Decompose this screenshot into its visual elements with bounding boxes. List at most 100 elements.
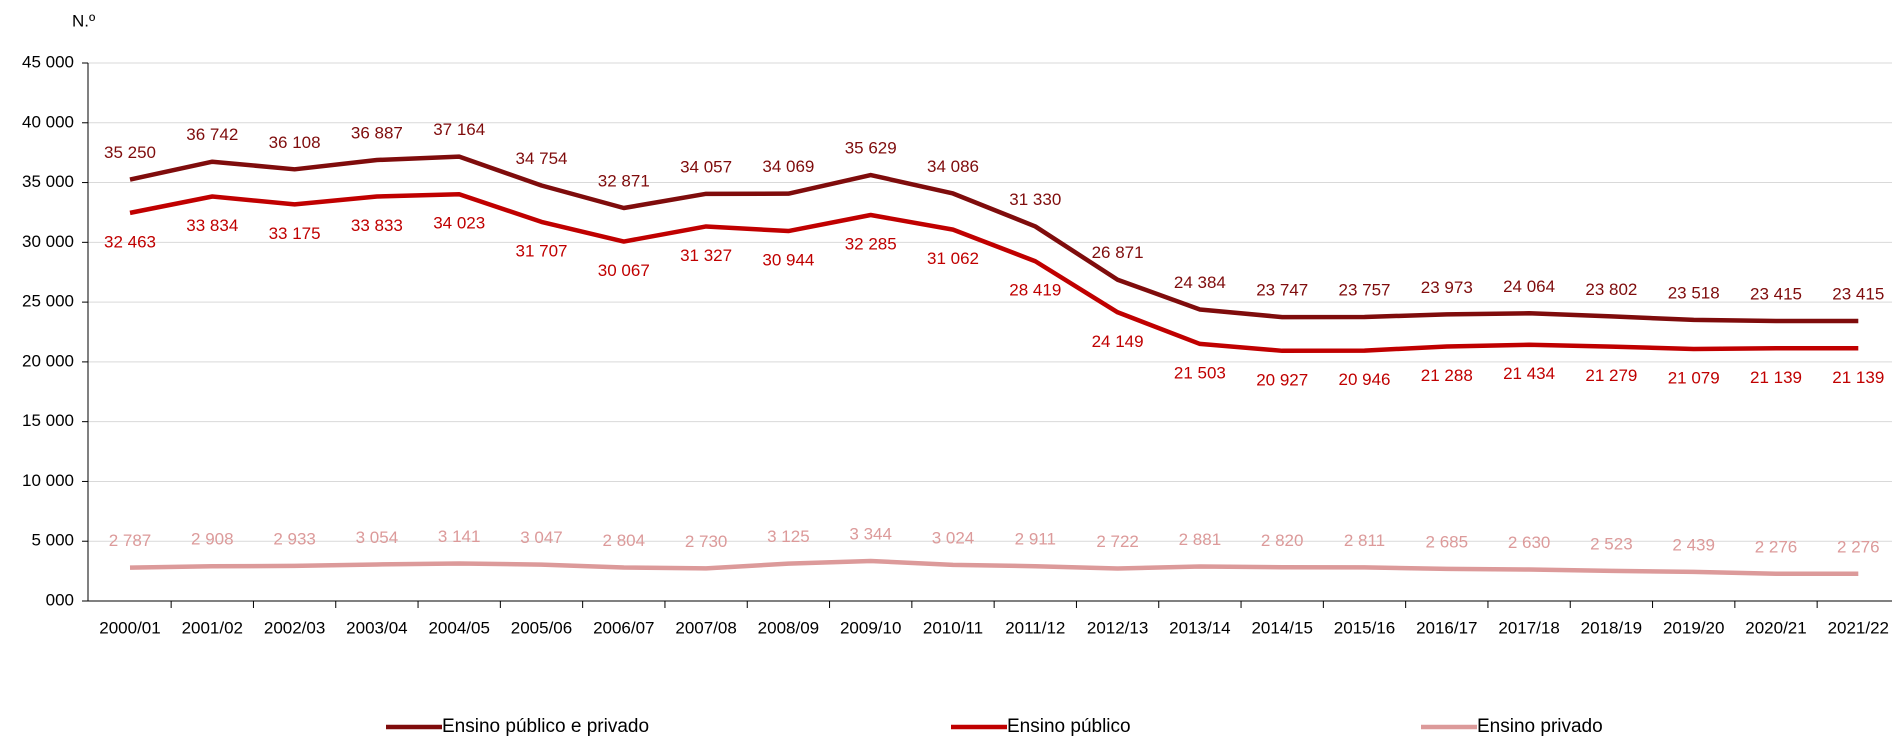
data-label: 31 062	[927, 249, 979, 268]
data-label: 23 747	[1256, 281, 1308, 300]
x-tick-label: 2015/16	[1334, 618, 1395, 637]
data-label: 21 139	[1832, 368, 1884, 387]
data-label: 21 139	[1750, 368, 1802, 387]
data-label: 2 630	[1508, 533, 1551, 552]
data-label: 21 279	[1585, 366, 1637, 385]
x-tick-label: 2016/17	[1416, 618, 1477, 637]
x-tick-label: 2020/21	[1745, 618, 1806, 637]
x-tick-label: 2003/04	[346, 618, 407, 637]
data-label: 23 518	[1668, 283, 1720, 302]
data-label: 31 707	[516, 241, 568, 260]
data-label: 23 415	[1832, 285, 1884, 304]
y-tick-label: 20 000	[22, 351, 74, 370]
x-tick-label: 2005/06	[511, 618, 572, 637]
data-label: 31 327	[680, 246, 732, 265]
x-tick-label: 2018/19	[1581, 618, 1642, 637]
data-label: 24 384	[1174, 273, 1226, 292]
y-tick-label: 35 000	[22, 172, 74, 191]
data-label: 33 834	[186, 216, 238, 235]
data-label: 21 503	[1174, 363, 1226, 382]
legend-label: Ensino privado	[1477, 716, 1603, 737]
legend-label: Ensino público e privado	[442, 716, 649, 737]
data-label: 37 164	[433, 120, 485, 139]
data-label: 3 024	[932, 528, 975, 547]
data-label: 21 079	[1668, 368, 1720, 387]
data-label: 2 908	[191, 530, 234, 549]
y-axis-label: N.º	[72, 11, 95, 30]
y-tick-label: 10 000	[22, 471, 74, 490]
data-label: 2 730	[685, 532, 728, 551]
data-label: 2 722	[1096, 532, 1139, 551]
legend-label: Ensino público	[1007, 716, 1131, 737]
data-label: 33 175	[269, 224, 321, 243]
data-label: 24 064	[1503, 277, 1555, 296]
data-label: 2 276	[1755, 537, 1798, 556]
data-label: 2 820	[1261, 531, 1304, 550]
y-tick-label: 15 000	[22, 411, 74, 430]
series-line	[129, 154, 1859, 324]
data-label: 35 250	[104, 143, 156, 162]
data-label: 30 067	[598, 261, 650, 280]
data-label: 3 141	[438, 527, 481, 546]
data-label: 2 787	[109, 531, 152, 550]
x-tick-label: 2017/18	[1498, 618, 1559, 637]
data-label: 21 434	[1503, 364, 1555, 383]
data-label: 2 523	[1590, 534, 1633, 553]
data-label: 32 285	[845, 234, 897, 253]
y-tick-label: 000	[46, 590, 74, 609]
series-line	[129, 191, 1859, 354]
data-label: 20 927	[1256, 370, 1308, 389]
data-label: 34 086	[927, 157, 979, 176]
x-tick-label: 2014/15	[1251, 618, 1312, 637]
data-label: 23 757	[1339, 280, 1391, 299]
x-tick-label: 2021/22	[1828, 618, 1889, 637]
y-tick-label: 25 000	[22, 292, 74, 311]
y-tick-label: 5 000	[31, 531, 74, 550]
series-line	[129, 558, 1859, 577]
data-label: 2 685	[1426, 532, 1469, 551]
data-label: 34 069	[762, 157, 814, 176]
data-label: 3 047	[520, 528, 563, 547]
x-tick-label: 2007/08	[675, 618, 736, 637]
data-label: 30 944	[762, 251, 814, 270]
data-label: 2 881	[1179, 530, 1222, 549]
data-label: 32 871	[598, 171, 650, 190]
x-tick-label: 2008/09	[758, 618, 819, 637]
x-tick-label: 2013/14	[1169, 618, 1230, 637]
data-label: 23 802	[1585, 280, 1637, 299]
x-tick-label: 2012/13	[1087, 618, 1148, 637]
data-label: 23 415	[1750, 285, 1802, 304]
data-label: 34 023	[433, 214, 485, 233]
data-label: 2 811	[1344, 531, 1385, 550]
data-label: 20 946	[1339, 370, 1391, 389]
x-tick-label: 2006/07	[593, 618, 654, 637]
data-label: 28 419	[1009, 281, 1061, 300]
x-tick-label: 2004/05	[428, 618, 489, 637]
data-label: 2 911	[1015, 530, 1056, 549]
x-tick-label: 2011/12	[1005, 618, 1065, 637]
data-label: 21 288	[1421, 366, 1473, 385]
data-label: 2 933	[273, 529, 316, 548]
data-label: 23 973	[1421, 278, 1473, 297]
data-label: 34 057	[680, 157, 732, 176]
data-label: 32 463	[104, 232, 156, 251]
x-tick-label: 2000/01	[99, 618, 160, 637]
data-label: 3 054	[356, 528, 399, 547]
data-label: 26 871	[1092, 243, 1144, 262]
data-label: 36 108	[269, 133, 321, 152]
y-tick-label: 40 000	[22, 112, 74, 131]
data-label: 24 149	[1092, 332, 1144, 351]
data-label: 3 344	[849, 525, 892, 544]
data-label: 2 439	[1672, 535, 1715, 554]
data-label: 34 754	[516, 149, 568, 168]
data-label: 2 276	[1837, 537, 1880, 556]
x-tick-label: 2001/02	[182, 618, 243, 637]
data-label: 35 629	[845, 139, 897, 158]
data-label: 31 330	[1009, 190, 1061, 209]
data-label: 33 833	[351, 216, 403, 235]
x-tick-label: 2010/11	[923, 618, 983, 637]
data-label: 2 804	[603, 531, 646, 550]
data-label: 3 125	[767, 527, 810, 546]
y-tick-label: 30 000	[22, 232, 74, 251]
